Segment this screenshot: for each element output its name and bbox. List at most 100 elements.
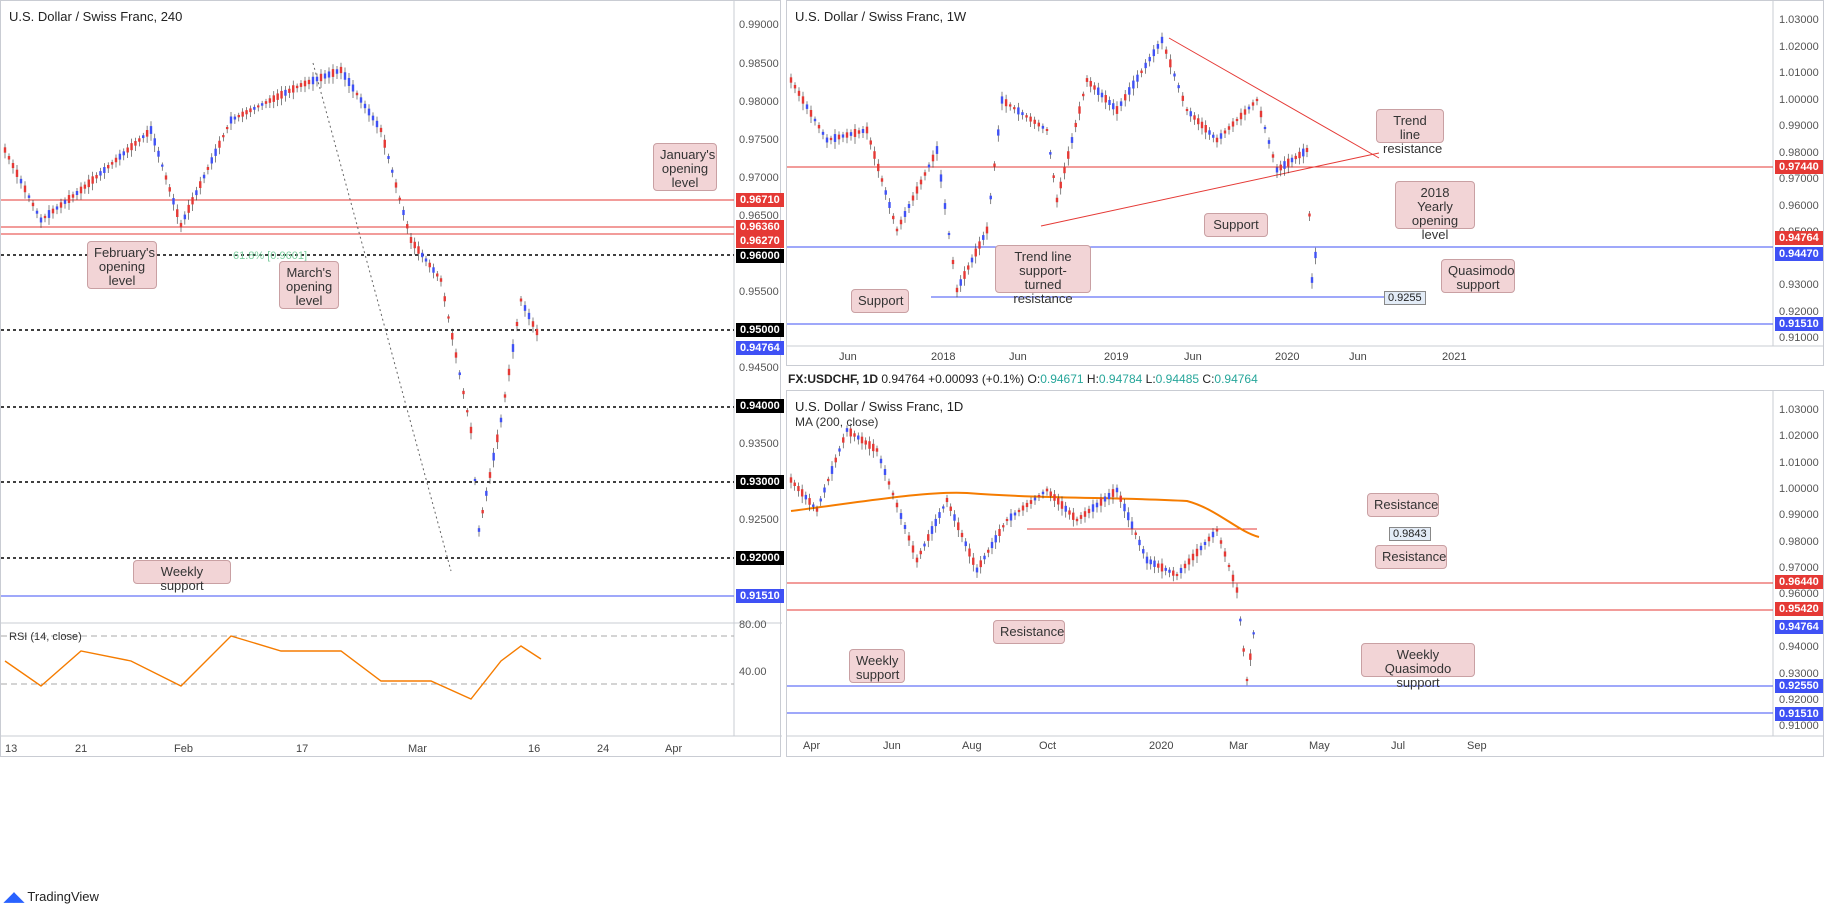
candle-1d-body	[1168, 569, 1171, 573]
level-tag: 0.95000	[736, 323, 784, 337]
price-tick: 1.02000	[1779, 41, 1819, 53]
chart-4h-canvas[interactable]	[1, 1, 782, 758]
candle-4h-body	[406, 224, 409, 229]
level-tag: 0.94764	[1775, 231, 1823, 245]
candle-1w-body	[817, 124, 821, 129]
callout-weekly-support: Weekly support	[849, 649, 905, 683]
candle-4h-body	[387, 156, 390, 159]
candle-1d-body	[1017, 509, 1021, 513]
candle-1w-body	[947, 232, 951, 236]
callout-2018-yearly-open: 2018 Yearly opening level	[1395, 181, 1475, 242]
price-tick: 0.98000	[1779, 536, 1819, 548]
candle-1d-body	[1049, 491, 1052, 496]
candle-1d-body	[1103, 496, 1107, 502]
candle-1d-body	[1249, 653, 1252, 660]
candle-4h-body	[260, 103, 264, 106]
last-price: 0.94764	[881, 372, 925, 386]
candle-1w-body	[1074, 122, 1077, 128]
candle-1w-body	[1189, 111, 1192, 117]
candle-1w-body	[1314, 251, 1317, 259]
candle-4h-body	[311, 76, 315, 85]
candle-4h-body	[153, 138, 156, 146]
candle-4h-body	[488, 472, 492, 478]
candle-1d-body	[797, 486, 800, 492]
candle-4h-body	[210, 157, 213, 164]
candle-4h-body	[83, 184, 87, 189]
callout-march-open: March's opening level	[279, 261, 339, 309]
candle-4h-body	[402, 209, 405, 216]
x-tick: 24	[597, 743, 610, 755]
candle-4h-body	[421, 252, 424, 258]
tradingview-icon: ◢◣	[4, 889, 24, 904]
candle-1d-body	[1025, 502, 1029, 508]
candle-4h-body	[264, 101, 268, 104]
candle-1w-body	[1063, 166, 1066, 174]
x-tick: Mar	[408, 743, 427, 755]
level-tag: 0.96710	[736, 193, 784, 207]
price-tick: 0.93000	[1779, 279, 1819, 291]
candle-4h-body	[424, 258, 428, 262]
candle-1d-body	[1037, 494, 1041, 498]
candle-1w-body	[1123, 94, 1127, 101]
candle-1d-body	[949, 506, 952, 511]
price-tick: 0.96000	[1779, 588, 1819, 600]
candle-4h-body	[107, 164, 110, 169]
candle-1w-body	[1208, 130, 1211, 135]
candle-4h-body	[55, 206, 59, 210]
x-tick: Jun	[1349, 351, 1367, 363]
candle-4h-body	[134, 141, 137, 146]
candle-4h-body	[303, 80, 307, 87]
chart-1d-canvas[interactable]	[787, 391, 1824, 758]
candle-1w-body	[1004, 99, 1008, 107]
candle-1d-body	[990, 541, 994, 549]
candle-4h-body	[75, 191, 79, 195]
candle-1w-body	[895, 228, 899, 232]
candle-1w-body	[935, 146, 939, 154]
candle-4h-body	[3, 147, 7, 153]
candle-1d-body	[1164, 567, 1167, 571]
candle-1d-body	[1072, 512, 1075, 520]
candle-1w-body	[821, 131, 825, 135]
candle-4h-body	[172, 198, 175, 205]
candle-1d-body	[1187, 558, 1191, 565]
candle-1d-body	[1057, 498, 1060, 505]
level-tag: 0.94000	[736, 399, 784, 413]
candle-4h-body	[409, 237, 413, 243]
candle-4h-body	[485, 490, 488, 496]
candle-1d-body	[1002, 525, 1005, 528]
candle-4h-body	[507, 368, 511, 376]
candle-4h-body	[299, 83, 303, 87]
candle-1w-body	[805, 104, 809, 109]
price-tick: 0.96500	[739, 210, 779, 222]
candle-1w-body	[1148, 56, 1151, 62]
candle-1d-body	[975, 567, 979, 573]
brand-name: TradingView	[27, 889, 99, 904]
candle-4h-body	[257, 105, 260, 108]
chart-1w-canvas[interactable]	[787, 1, 1824, 367]
candle-4h-body	[222, 135, 225, 138]
candle-4h-body	[245, 110, 248, 115]
candle-1d-body	[960, 532, 964, 538]
x-tick: Apr	[803, 740, 821, 752]
tradingview-logo[interactable]: ◢◣ TradingView	[4, 889, 99, 905]
candle-1w-body	[1200, 121, 1204, 129]
price-tick: 1.03000	[1779, 404, 1819, 416]
candle-1d-body	[1235, 587, 1239, 593]
candle-1d-body	[911, 545, 915, 553]
candle-1w-body	[1070, 137, 1074, 143]
candle-4h-body	[118, 153, 122, 160]
chart-1w-panel[interactable]: U.S. Dollar / Swiss Franc, 1W 1.03000 1.…	[786, 0, 1824, 366]
candle-4h-body	[339, 66, 343, 74]
candle-4h-body	[359, 97, 363, 103]
candle-4h-body	[11, 163, 15, 169]
candle-1w-body	[1310, 277, 1314, 283]
symbol-name[interactable]: FX:USDCHF, 1D	[788, 372, 879, 386]
candle-1w-body	[907, 204, 911, 208]
chart-1d-panel[interactable]: U.S. Dollar / Swiss Franc, 1D MA (200, c…	[786, 390, 1824, 757]
chart-4h-panel[interactable]: U.S. Dollar / Swiss Franc, 240 0.99000 0…	[0, 0, 784, 758]
candle-1d-body	[1175, 573, 1179, 577]
candle-1d-body	[815, 508, 819, 512]
candle-1w-body	[1308, 213, 1311, 217]
candle-1w-body	[1059, 181, 1062, 189]
candle-1d-body	[1041, 491, 1045, 495]
